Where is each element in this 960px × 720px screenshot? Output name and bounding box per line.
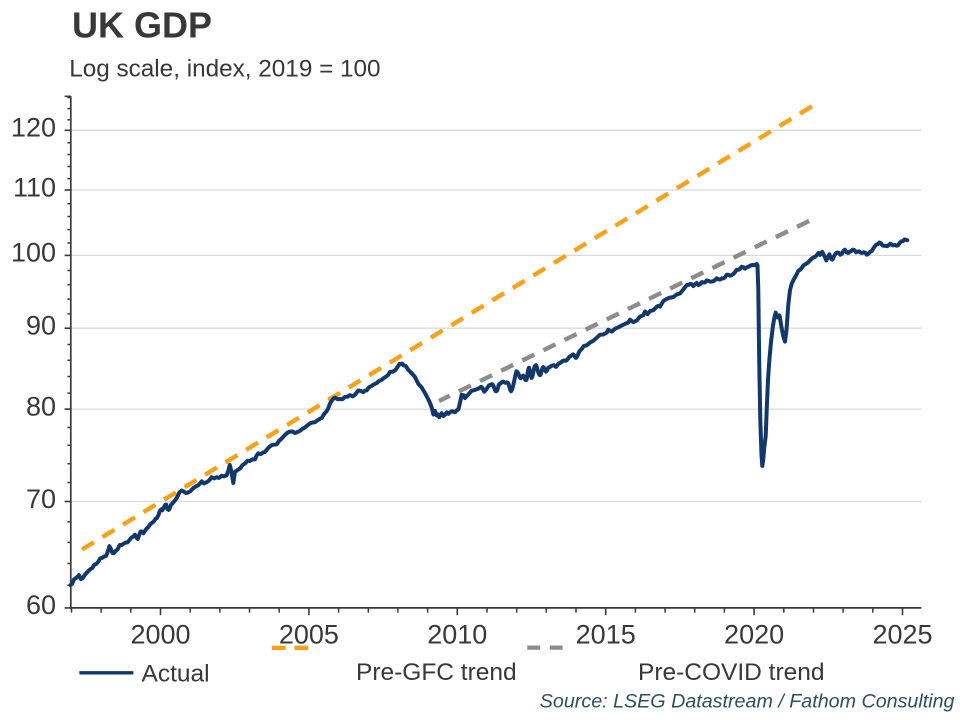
svg-text:2025: 2025 — [872, 620, 932, 650]
svg-text:100: 100 — [11, 238, 56, 268]
svg-text:Pre-GFC trend: Pre-GFC trend — [356, 659, 517, 686]
svg-text:2010: 2010 — [427, 620, 487, 650]
svg-text:Actual: Actual — [142, 661, 210, 688]
svg-text:2015: 2015 — [576, 620, 636, 650]
svg-text:60: 60 — [26, 590, 56, 620]
svg-text:2000: 2000 — [130, 620, 190, 650]
svg-text:2020: 2020 — [724, 620, 784, 650]
svg-text:70: 70 — [26, 484, 56, 514]
svg-text:90: 90 — [26, 311, 56, 341]
svg-text:Log scale, index, 2019 = 100: Log scale, index, 2019 = 100 — [69, 55, 380, 82]
svg-text:2005: 2005 — [279, 620, 339, 650]
svg-text:120: 120 — [11, 113, 56, 143]
svg-text:Pre-COVID trend: Pre-COVID trend — [638, 659, 825, 686]
svg-text:80: 80 — [26, 391, 56, 421]
svg-text:Source: LSEG Datastream / Fath: Source: LSEG Datastream / Fathom Consult… — [540, 691, 955, 713]
svg-text:UK GDP: UK GDP — [72, 5, 212, 46]
svg-text:110: 110 — [13, 172, 56, 202]
